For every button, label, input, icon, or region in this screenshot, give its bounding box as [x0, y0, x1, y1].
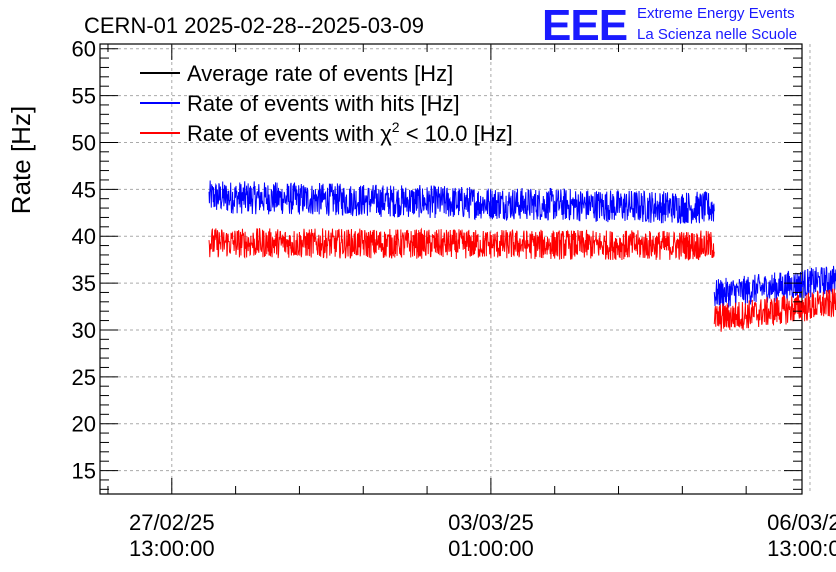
eee-logo: EEE Extreme Energy Events La Scienza nel… [542, 1, 797, 50]
x-tick-date-label: 03/03/25 [448, 510, 534, 535]
x-tick-date-label: 06/03/25 [767, 510, 836, 535]
x-tick-date-label: 27/02/25 [129, 510, 215, 535]
series-hits-segment-1 [208, 180, 715, 225]
y-tick-label: 20 [72, 412, 96, 437]
y-tick-label: 55 [72, 84, 96, 109]
y-axis-label: Rate [Hz] [6, 106, 36, 214]
logo-line-2: La Scienza nelle Scuole [637, 26, 797, 43]
eee-logo-mark: EEE [542, 1, 627, 50]
series-hits-segment-2 [713, 265, 836, 308]
y-tick-label: 45 [72, 177, 96, 202]
x-tick-time-label: 13:00:00 [767, 536, 836, 561]
series-chi2-segment-2 [713, 288, 836, 332]
y-tick-label: 40 [72, 224, 96, 249]
y-tick-label: 50 [72, 130, 96, 155]
logo-line-1: Extreme Energy Events [637, 5, 795, 22]
x-tick-time-label: 13:00:00 [129, 536, 215, 561]
y-tick-label: 15 [72, 459, 96, 484]
series-chi2-segment-1 [208, 227, 715, 261]
x-tick-time-label: 01:00:00 [448, 536, 534, 561]
y-tick-label: 35 [72, 271, 96, 296]
legend-label-1: Average rate of events [Hz] [187, 61, 453, 86]
y-tick-label: 60 [72, 37, 96, 62]
chart-title: CERN-01 2025-02-28--2025-03-09 [84, 13, 424, 38]
legend-label-3: Rate of events with χ2 < 10.0 [Hz] [187, 119, 513, 146]
legend-label-2: Rate of events with hits [Hz] [187, 91, 460, 116]
plot-frame [99, 43, 803, 495]
y-tick-label: 30 [72, 318, 96, 343]
grid [100, 44, 811, 494]
y-tick-label: 25 [72, 365, 96, 390]
